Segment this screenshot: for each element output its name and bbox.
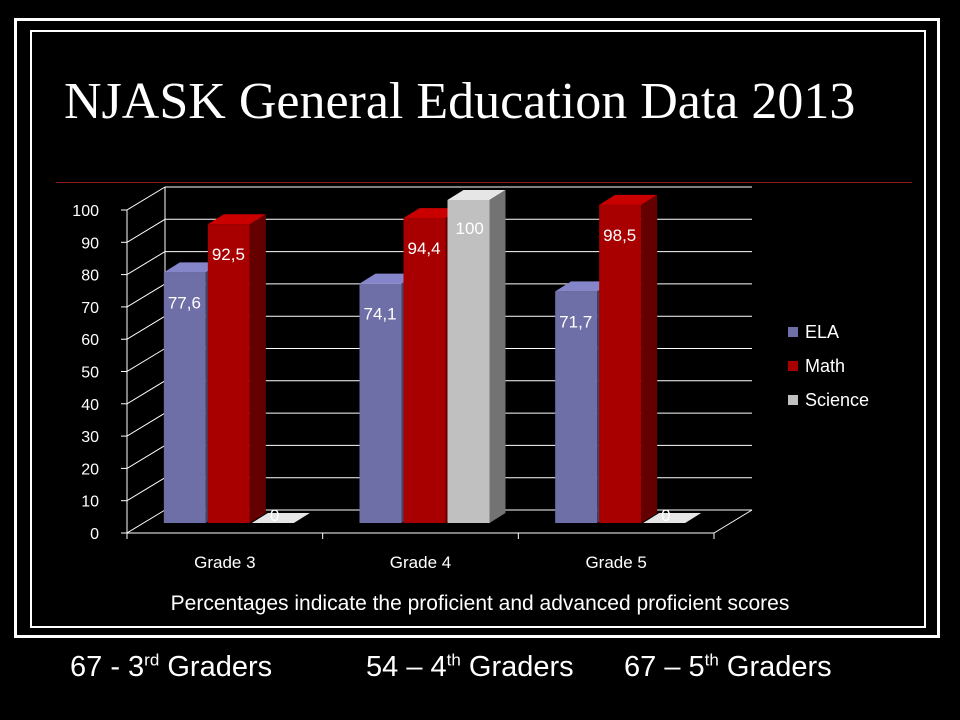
legend-swatch-science xyxy=(788,395,798,405)
gridline-side xyxy=(126,380,166,405)
x-tick-label: Grade 5 xyxy=(585,553,646,572)
grader-count-grade-4: 54 – 4th Graders xyxy=(366,651,574,684)
bar-math xyxy=(403,218,446,523)
gridline-side xyxy=(126,283,166,308)
bar-top-math xyxy=(599,194,658,205)
bar-top-math xyxy=(403,208,462,219)
legend-entry-math: Math xyxy=(805,356,845,376)
y-tick-label: 0 xyxy=(90,526,99,543)
data-label: 0 xyxy=(270,506,279,525)
y-tick-label: 10 xyxy=(81,494,99,511)
gridline-side xyxy=(126,218,166,243)
x-tick-label: Grade 4 xyxy=(390,553,451,572)
grader-counts: 67 - 3rd Graders 54 – 4th Graders 67 – 5… xyxy=(0,651,960,695)
bar-side-math xyxy=(641,194,658,523)
slide-frame-inner xyxy=(30,30,926,628)
bar-ela xyxy=(555,291,598,523)
data-label: 0 xyxy=(661,506,670,525)
y-tick-label: 60 xyxy=(81,332,99,349)
bar-science xyxy=(447,200,490,523)
grader-count-text: 54 – 4 xyxy=(366,651,447,683)
grader-label: Graders xyxy=(460,651,574,683)
y-tick-label: 90 xyxy=(81,235,99,252)
grader-count-grade-5: 67 – 5th Graders xyxy=(624,651,832,684)
bar-top-ela xyxy=(163,262,222,273)
data-label: 98,5 xyxy=(603,226,636,245)
y-tick-label: 40 xyxy=(81,397,99,414)
gridline-side xyxy=(126,412,166,437)
legend-swatch-ela xyxy=(788,327,798,337)
y-tick-label: 20 xyxy=(81,461,99,478)
ordinal-suffix: th xyxy=(704,650,719,670)
title-divider xyxy=(56,182,912,183)
data-label: 74,1 xyxy=(364,305,397,324)
slide-frame-outer xyxy=(14,18,940,638)
bar-ela xyxy=(359,283,402,523)
bar-math xyxy=(599,204,642,523)
data-label: 71,7 xyxy=(559,312,592,331)
gridline-side xyxy=(126,186,166,211)
slide-title: NJASK General Education Data 2013 xyxy=(64,73,856,130)
y-tick-label: 30 xyxy=(81,429,99,446)
x-tick-label: Grade 3 xyxy=(194,553,255,572)
bar-top-science xyxy=(643,513,702,523)
bar-side-math xyxy=(249,214,266,523)
bar-top-math xyxy=(207,214,266,225)
data-label: 94,4 xyxy=(408,239,441,258)
y-tick-label: 70 xyxy=(81,300,99,317)
ordinal-suffix: th xyxy=(446,650,461,670)
gridline-side xyxy=(126,251,166,276)
chart-footnote: Percentages indicate the proficient and … xyxy=(170,592,790,615)
bar-side-science xyxy=(489,190,506,523)
gridline-side xyxy=(126,477,166,502)
bar-top-ela xyxy=(359,273,418,284)
y-tick-label: 50 xyxy=(81,365,99,382)
y-tick-label: 80 xyxy=(81,268,99,285)
gridline-side xyxy=(126,315,166,340)
legend-swatch-math xyxy=(788,361,798,371)
y-tick-label: 100 xyxy=(72,203,99,220)
grader-count-text: 67 – 5 xyxy=(624,651,705,683)
data-label: 77,6 xyxy=(168,293,201,312)
gridline-side xyxy=(126,444,166,469)
gridline-side xyxy=(126,509,166,534)
bar-top-ela xyxy=(555,281,614,292)
floor-edge xyxy=(713,509,753,534)
grader-count-grade-3: 67 - 3rd Graders xyxy=(70,651,272,684)
legend-entry-science: Science xyxy=(805,390,869,410)
gridline-side xyxy=(126,348,166,372)
bar-math xyxy=(207,224,250,523)
data-label: 100 xyxy=(456,219,484,238)
ordinal-suffix: rd xyxy=(144,650,160,670)
bar-ela xyxy=(163,272,206,523)
grader-count-text: 67 - 3 xyxy=(70,651,145,683)
data-label: 92,5 xyxy=(212,245,245,264)
bar-top-science xyxy=(447,190,506,200)
grader-label: Graders xyxy=(718,651,832,683)
bar-top-science xyxy=(251,513,310,523)
legend-entry-ela: ELA xyxy=(805,322,839,342)
grader-label: Graders xyxy=(159,651,273,683)
